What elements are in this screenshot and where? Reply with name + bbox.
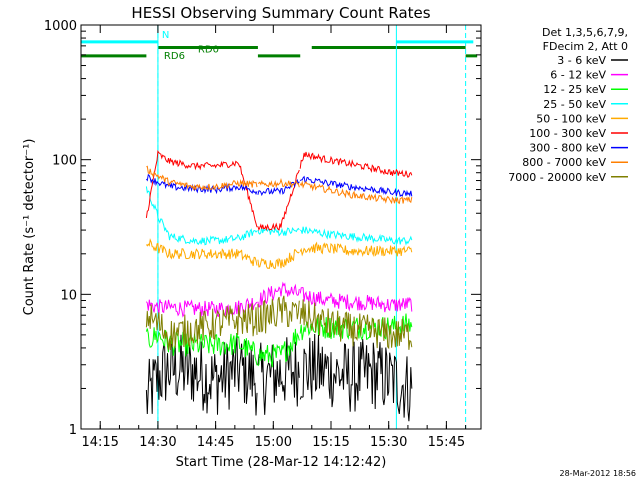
y-tick-label-0: 1 — [69, 423, 77, 438]
legend-label-0: 3 - 6 keV — [557, 54, 606, 67]
legend-label-7: 800 - 7000 keV — [522, 156, 606, 169]
legend-label-3: 25 - 50 keV — [543, 98, 606, 111]
flag-label-n: N — [162, 30, 169, 41]
axis-ticks: 14:15 14:30 14:45 15:00 15:15 15:30 15:45 1 10 10… — [44, 19, 481, 450]
legend-label-5: 100 - 300 keV — [529, 127, 606, 140]
legend-label-1: 6 - 12 keV — [550, 69, 606, 82]
plot-frame — [80, 24, 482, 430]
legend-label-8: 7000 - 20000 keV — [508, 171, 606, 184]
series-line-5 — [145, 149, 413, 232]
series-line-3 — [145, 186, 413, 246]
series-line-6 — [146, 173, 413, 198]
y-tick-label-3: 1000 — [44, 19, 77, 34]
y-axis-label: Count Rate (s⁻¹ detector⁻¹) — [22, 139, 37, 316]
y-tick-label-1: 10 — [60, 288, 77, 303]
series-line-8 — [145, 295, 413, 350]
x-tick-label-5: 15:30 — [370, 435, 407, 450]
chart-title: HESSI Observing Summary Count Rates — [131, 4, 430, 22]
x-tick-label-2: 14:45 — [197, 435, 234, 450]
x-tick-label-0: 14:15 — [81, 435, 118, 450]
footer-date: 28-Mar-2012 18:56 — [560, 469, 637, 478]
y-tick-label-2: 100 — [52, 154, 77, 169]
legend-label-6: 300 - 800 keV — [529, 142, 606, 155]
series-line-0 — [145, 332, 413, 422]
x-tick-label-4: 15:15 — [312, 435, 349, 450]
x-axis-label: Start Time (28-Mar-12 14:12:42) — [176, 455, 387, 470]
legend-label-2: 12 - 25 keV — [543, 83, 606, 96]
series-line-7 — [146, 165, 413, 205]
legend-header-line-2: FDecim 2, Att 0 — [543, 40, 628, 53]
series-line-4 — [146, 238, 413, 269]
plot-marks: N RD0 RD6 — [81, 25, 478, 429]
legend: Det 1,3,5,6,7,9, FDecim 2, Att 0 3 - 6 k… — [508, 26, 628, 184]
flag-label-rd0: RD0 — [198, 45, 219, 56]
legend-label-4: 50 - 100 keV — [536, 112, 606, 125]
x-tick-label-3: 15:00 — [255, 435, 292, 450]
flag-label-rd6: RD6 — [164, 51, 185, 62]
x-tick-label-1: 14:30 — [139, 435, 176, 450]
x-tick-label-6: 15:45 — [428, 435, 465, 450]
legend-header-line-1: Det 1,3,5,6,7,9, — [542, 26, 628, 39]
series-line-1 — [145, 281, 413, 318]
